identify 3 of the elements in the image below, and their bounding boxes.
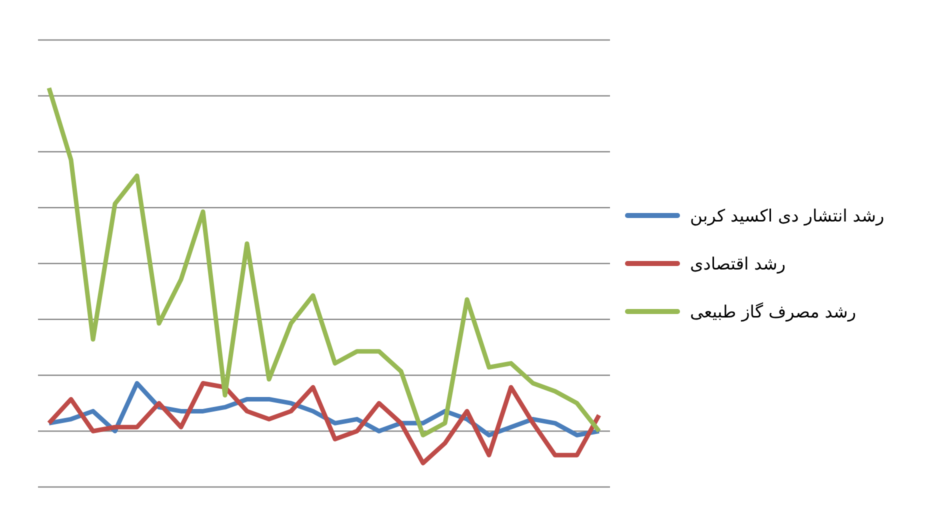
- legend-label: رشد انتشار دی اکسید کربن: [690, 206, 884, 226]
- legend-label: رشد مصرف گاز طبیعی: [690, 302, 856, 322]
- legend-label: رشد اقتصادی: [690, 254, 786, 274]
